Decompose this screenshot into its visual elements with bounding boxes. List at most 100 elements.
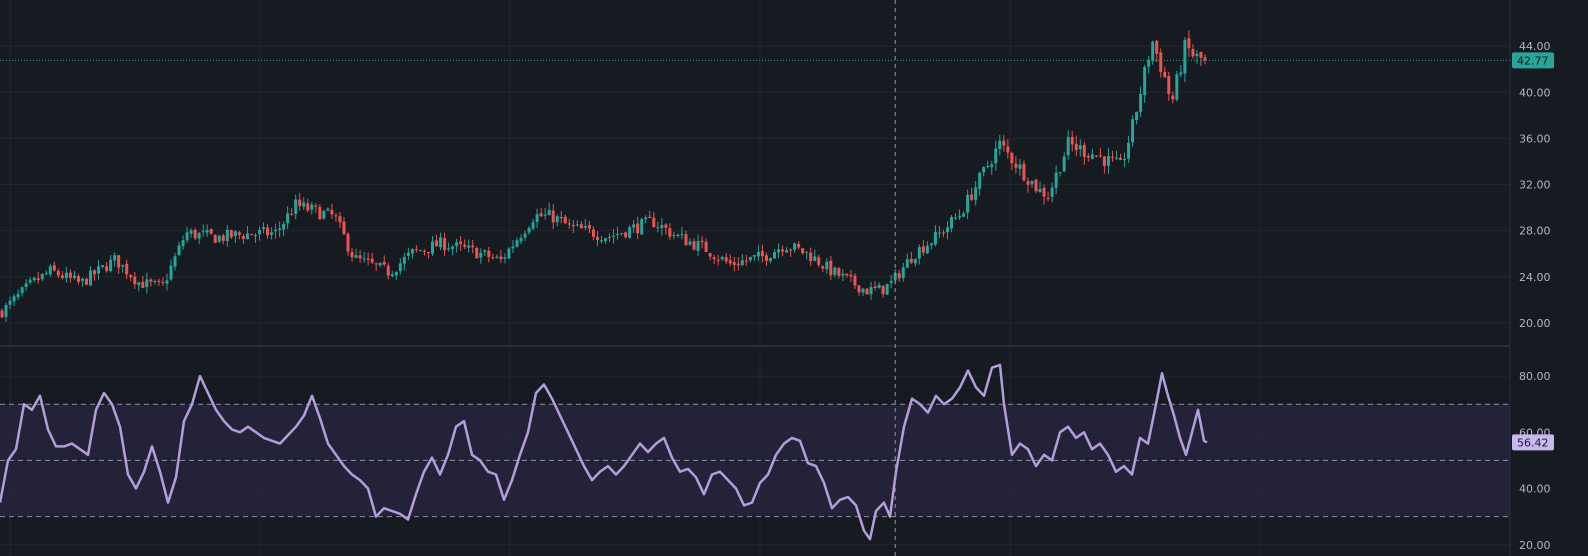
candle-body bbox=[652, 217, 656, 227]
candle-body bbox=[1086, 156, 1090, 158]
candle-body bbox=[177, 245, 181, 256]
candle-body bbox=[318, 207, 322, 220]
candle-body bbox=[571, 225, 575, 227]
candle-body bbox=[817, 257, 821, 265]
candle-body bbox=[310, 204, 314, 210]
candle-body bbox=[499, 256, 503, 260]
candle-body bbox=[668, 228, 672, 237]
price-axis[interactable]: 20.00 24.00 28.00 32.00 36.00 40.00 44.00 bbox=[1519, 40, 1551, 330]
candle-body bbox=[797, 244, 801, 248]
candle-body bbox=[841, 273, 845, 276]
candle-body bbox=[84, 278, 88, 285]
candle-body bbox=[821, 266, 825, 269]
candle-body bbox=[4, 304, 8, 318]
last-price-badge: 42.77 bbox=[1512, 52, 1554, 69]
candle-body bbox=[117, 255, 121, 268]
candle-body bbox=[24, 283, 28, 287]
candle-body bbox=[362, 258, 366, 260]
candle-body bbox=[16, 293, 20, 298]
candle-body bbox=[270, 232, 274, 235]
candle-body bbox=[286, 213, 290, 224]
candle-body bbox=[523, 233, 527, 238]
candle-body bbox=[1066, 137, 1070, 156]
candle-body bbox=[712, 257, 716, 260]
candle-body bbox=[439, 237, 443, 248]
candle-body bbox=[1183, 39, 1187, 74]
candle-body bbox=[1026, 181, 1030, 185]
candle-body bbox=[740, 260, 744, 266]
candle-body bbox=[1078, 145, 1082, 150]
candle-body bbox=[410, 248, 414, 254]
candle-body bbox=[789, 249, 793, 251]
candle-body bbox=[72, 275, 76, 279]
candle-body bbox=[591, 229, 595, 237]
candle-body bbox=[471, 245, 475, 248]
candle-body bbox=[688, 241, 692, 245]
price-axis-tick-label: 24.00 bbox=[1519, 271, 1551, 284]
candle-body bbox=[608, 236, 612, 238]
candle-body bbox=[1175, 74, 1179, 100]
candle-body bbox=[8, 300, 12, 305]
rsi-value-badge: 56.42 bbox=[1512, 434, 1554, 451]
candle-body bbox=[1187, 38, 1191, 49]
candle-body bbox=[257, 229, 261, 235]
candle-body bbox=[294, 199, 298, 214]
candle-body bbox=[386, 265, 390, 276]
candle-body bbox=[913, 258, 917, 264]
candle-body bbox=[801, 248, 805, 254]
candle-body bbox=[1163, 71, 1167, 78]
candle-body bbox=[1090, 154, 1094, 159]
candle-body bbox=[1038, 188, 1042, 192]
candle-body bbox=[36, 278, 40, 281]
candle-body bbox=[32, 277, 36, 281]
candle-body bbox=[483, 250, 487, 252]
candle-body bbox=[185, 232, 189, 241]
candle-body bbox=[40, 273, 44, 280]
candle-body bbox=[153, 281, 157, 283]
candle-body bbox=[1127, 142, 1131, 159]
candle-body bbox=[302, 202, 306, 207]
candle-body bbox=[346, 233, 350, 252]
candle-body bbox=[861, 288, 865, 293]
candle-body bbox=[672, 235, 676, 237]
candle-body bbox=[929, 243, 933, 246]
candle-body bbox=[398, 263, 402, 272]
candle-body bbox=[728, 260, 732, 264]
candle-body bbox=[1054, 172, 1058, 188]
candle-body bbox=[1082, 145, 1086, 157]
candle-body bbox=[893, 272, 897, 281]
candle-body bbox=[1143, 67, 1147, 96]
candle-body bbox=[994, 148, 998, 164]
price-grid bbox=[0, 0, 1511, 346]
rsi-axis-tick-label: 80.00 bbox=[1519, 370, 1551, 383]
candle-body bbox=[1014, 163, 1018, 168]
candle-body bbox=[366, 258, 370, 260]
candle-body bbox=[873, 286, 877, 288]
candle-body bbox=[1114, 157, 1118, 159]
candle-body bbox=[354, 255, 358, 258]
rsi-axis-tick-label: 20.00 bbox=[1519, 539, 1551, 552]
candle-body bbox=[463, 244, 467, 247]
candle-body bbox=[708, 253, 712, 257]
candle-body bbox=[579, 224, 583, 229]
candle-body bbox=[889, 280, 893, 283]
candle-body bbox=[350, 252, 354, 258]
candle-body bbox=[105, 266, 109, 271]
candle-body bbox=[511, 246, 515, 249]
candle-body bbox=[901, 267, 905, 279]
price-pane[interactable] bbox=[0, 0, 1511, 346]
candle-body bbox=[157, 280, 161, 282]
candle-body bbox=[575, 224, 579, 226]
candle-body bbox=[519, 237, 523, 242]
candle-body bbox=[648, 216, 652, 219]
rsi-value-label: 56.42 bbox=[1517, 436, 1549, 449]
candle-body bbox=[507, 248, 511, 259]
candle-body bbox=[1131, 119, 1135, 143]
candle-body bbox=[145, 279, 149, 287]
candle-body bbox=[877, 284, 881, 289]
rsi-pane[interactable] bbox=[0, 348, 1511, 556]
candle-body bbox=[133, 276, 137, 285]
candle-body bbox=[692, 241, 696, 250]
